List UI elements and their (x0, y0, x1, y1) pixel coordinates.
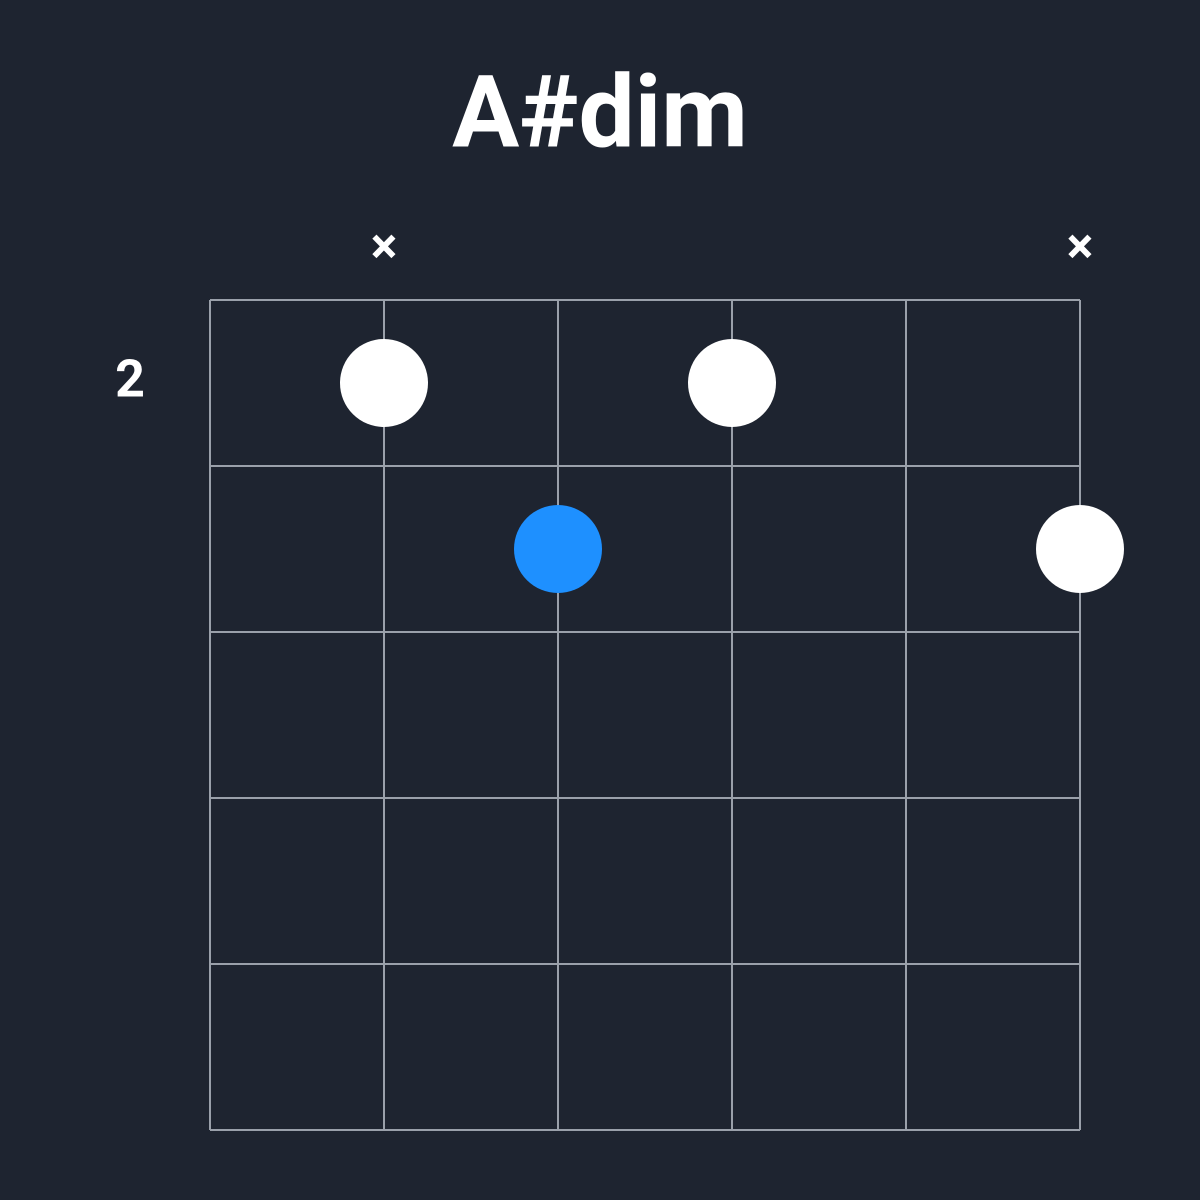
finger-dot (688, 339, 776, 427)
finger-dot (1036, 505, 1124, 593)
chord-title: A#dim (452, 54, 748, 171)
mute-marker: × (1067, 218, 1094, 276)
finger-dot (514, 505, 602, 593)
background (0, 0, 1200, 1200)
mute-marker: × (371, 218, 398, 276)
starting-fret-label: 2 (115, 349, 145, 410)
finger-dot (340, 339, 428, 427)
